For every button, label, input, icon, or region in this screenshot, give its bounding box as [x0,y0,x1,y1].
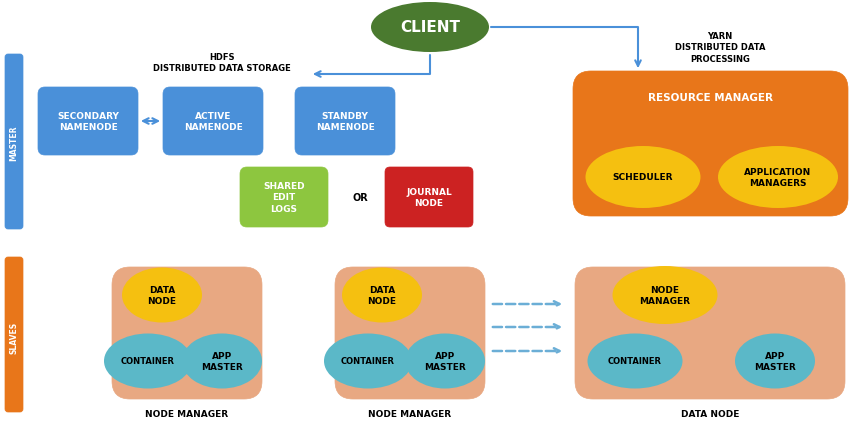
Text: CONTAINER: CONTAINER [121,357,175,366]
Ellipse shape [371,3,489,53]
FancyBboxPatch shape [5,55,23,230]
Ellipse shape [735,334,815,389]
Ellipse shape [585,147,701,208]
FancyBboxPatch shape [575,268,845,399]
Text: CLIENT: CLIENT [400,20,460,35]
FancyBboxPatch shape [5,257,23,412]
Text: APP
MASTER: APP MASTER [424,351,466,371]
Text: ACTIVE
NAMENODE: ACTIVE NAMENODE [183,112,243,132]
Ellipse shape [587,334,683,389]
FancyBboxPatch shape [163,88,263,155]
Text: JOURNAL
NODE: JOURNAL NODE [406,187,452,207]
FancyBboxPatch shape [335,268,485,399]
Text: NODE MANAGER: NODE MANAGER [146,409,228,418]
Text: SLAVES: SLAVES [9,321,18,353]
FancyBboxPatch shape [240,167,328,227]
Text: SECONDARY
NAMENODE: SECONDARY NAMENODE [57,112,119,132]
Text: HDFS
DISTRIBUTED DATA STORAGE: HDFS DISTRIBUTED DATA STORAGE [153,53,291,73]
Text: RESOURCE MANAGER: RESOURCE MANAGER [647,93,772,103]
Text: NODE
MANAGER: NODE MANAGER [640,285,691,305]
Text: MASTER: MASTER [9,125,18,160]
Text: CONTAINER: CONTAINER [341,357,395,366]
FancyBboxPatch shape [38,88,138,155]
FancyBboxPatch shape [295,88,395,155]
Text: STANDBY
NAMENODE: STANDBY NAMENODE [316,112,375,132]
Text: SCHEDULER: SCHEDULER [613,173,673,182]
Text: APP
MASTER: APP MASTER [201,351,243,371]
Ellipse shape [324,334,412,389]
Ellipse shape [405,334,485,389]
Text: CONTAINER: CONTAINER [608,357,662,366]
Text: APP
MASTER: APP MASTER [754,351,796,371]
Text: DATA NODE: DATA NODE [681,409,740,418]
Text: DATA
NODE: DATA NODE [368,285,397,305]
Ellipse shape [122,268,202,323]
Ellipse shape [104,334,192,389]
Text: OR: OR [352,193,368,202]
Text: APPLICATION
MANAGERS: APPLICATION MANAGERS [745,167,812,187]
Text: DATA
NODE: DATA NODE [147,285,177,305]
FancyBboxPatch shape [573,72,848,216]
FancyBboxPatch shape [112,268,262,399]
Text: SHARED
EDIT
LOGS: SHARED EDIT LOGS [263,182,305,213]
Ellipse shape [342,268,422,323]
FancyBboxPatch shape [385,167,473,227]
Ellipse shape [718,147,838,208]
Ellipse shape [182,334,262,389]
Ellipse shape [612,266,717,324]
Text: NODE MANAGER: NODE MANAGER [369,409,451,418]
Text: YARN
DISTRIBUTED DATA
PROCESSING: YARN DISTRIBUTED DATA PROCESSING [675,32,765,63]
